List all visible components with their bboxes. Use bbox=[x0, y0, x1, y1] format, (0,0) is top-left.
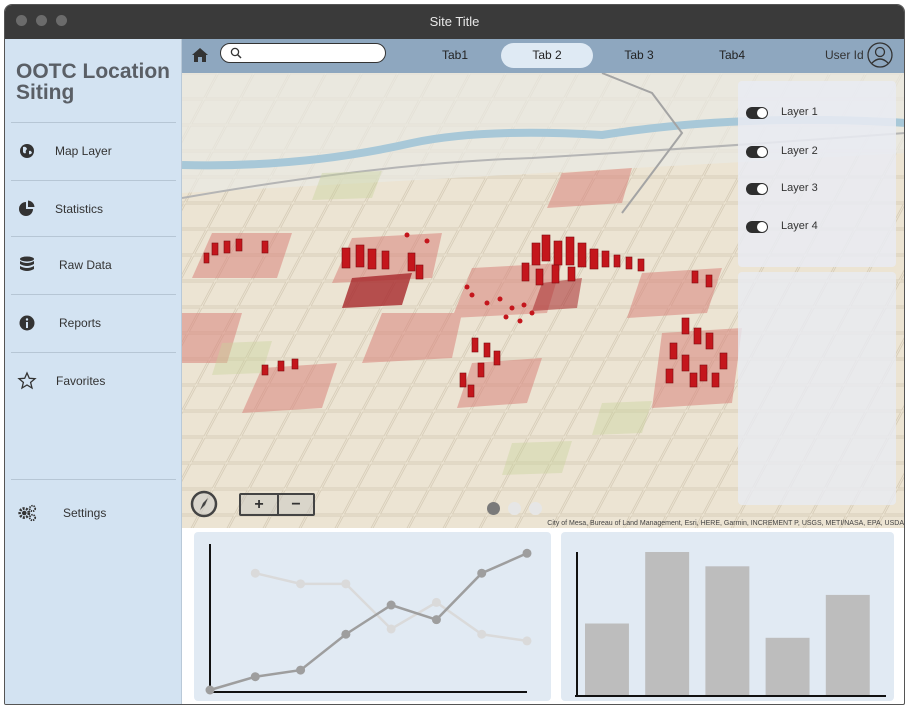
carousel-dot-3[interactable] bbox=[529, 502, 542, 515]
bar bbox=[585, 623, 629, 695]
sidebar-item-map-layer[interactable]: Map Layer bbox=[11, 122, 176, 178]
globe-icon bbox=[20, 143, 34, 158]
series-2-point bbox=[477, 629, 487, 639]
sidebar-item-label: Reports bbox=[59, 315, 102, 330]
map-info-panel bbox=[738, 272, 896, 505]
window-title: Site Title bbox=[429, 14, 480, 29]
app-name: OOTC Location Siting bbox=[16, 61, 176, 103]
layer-1-toggle[interactable]: Layer 1 bbox=[746, 104, 886, 124]
compass-icon[interactable] bbox=[190, 490, 218, 518]
tab-4[interactable]: Tab4 bbox=[718, 48, 746, 62]
series-1-point bbox=[386, 600, 396, 610]
sidebar-item-raw-data[interactable]: Raw Data bbox=[11, 236, 176, 292]
series-2-point bbox=[296, 579, 306, 589]
layers-panel: Layer 1 Layer 2 Layer 3 Layer 4 bbox=[738, 81, 896, 267]
zoom-in-button[interactable]: + bbox=[241, 495, 279, 514]
toggle-switch[interactable] bbox=[746, 146, 768, 158]
user-avatar-icon[interactable] bbox=[867, 42, 893, 68]
sidebar-item-statistics[interactable]: Statistics bbox=[11, 180, 176, 236]
layer-label: Layer 1 bbox=[781, 106, 818, 118]
series-2-point bbox=[522, 636, 532, 646]
app-window: Site Title OOTC Location Siting Map Laye… bbox=[4, 4, 905, 705]
sidebar-item-label: Raw Data bbox=[59, 257, 112, 272]
map-view[interactable]: Layer 1 Layer 2 Layer 3 Layer 4 + − bbox=[182, 73, 904, 528]
minimize-window-button[interactable] bbox=[36, 15, 47, 26]
toggle-switch[interactable] bbox=[746, 221, 768, 233]
carousel-dot-2[interactable] bbox=[508, 502, 521, 515]
tab-2[interactable]: Tab 2 bbox=[501, 43, 593, 68]
maximize-window-button[interactable] bbox=[56, 15, 67, 26]
close-window-button[interactable] bbox=[16, 15, 27, 26]
series-2-point bbox=[250, 568, 260, 578]
series-1-point bbox=[477, 568, 487, 578]
search-input[interactable] bbox=[245, 46, 381, 62]
line-chart-card bbox=[194, 532, 551, 701]
database-icon bbox=[20, 256, 34, 271]
series-1-point bbox=[522, 548, 532, 558]
title-bar: Site Title bbox=[5, 5, 904, 39]
sidebar-item-label: Statistics bbox=[55, 201, 104, 216]
series-1-point bbox=[431, 615, 441, 625]
bar bbox=[765, 637, 810, 695]
toggle-switch[interactable] bbox=[746, 183, 768, 195]
layer-2-toggle[interactable]: Layer 2 bbox=[746, 143, 886, 163]
bar-chart-card bbox=[561, 532, 894, 701]
series-1-point bbox=[205, 685, 215, 695]
info-icon bbox=[19, 315, 35, 330]
zoom-control: + − bbox=[239, 493, 315, 516]
tab-3[interactable]: Tab 3 bbox=[624, 48, 654, 62]
tab-1[interactable]: Tab1 bbox=[441, 48, 469, 62]
home-icon[interactable] bbox=[191, 47, 209, 63]
series-2-point bbox=[341, 579, 351, 589]
sidebar-item-reports[interactable]: Reports bbox=[11, 294, 176, 350]
search-box bbox=[220, 43, 386, 63]
bar bbox=[705, 566, 750, 695]
carousel-dot-1[interactable] bbox=[487, 502, 500, 515]
app-name-line1: OOTC Location bbox=[16, 60, 170, 83]
bar bbox=[825, 594, 870, 695]
app-name-line2: Siting bbox=[16, 81, 75, 104]
bar-chart bbox=[575, 552, 886, 697]
gears-icon bbox=[18, 504, 37, 521]
layer-3-toggle[interactable]: Layer 3 bbox=[746, 180, 886, 200]
series-2-point bbox=[386, 624, 396, 634]
layer-label: Layer 3 bbox=[781, 182, 818, 194]
series-2-point bbox=[431, 597, 441, 607]
toggle-switch[interactable] bbox=[746, 107, 768, 119]
sidebar-item-label: Settings bbox=[63, 505, 107, 520]
series-1-point bbox=[296, 665, 306, 675]
layer-label: Layer 4 bbox=[781, 220, 818, 232]
layer-label: Layer 2 bbox=[781, 145, 818, 157]
sidebar-item-label: Favorites bbox=[56, 373, 106, 388]
sidebar-item-favorites[interactable]: Favorites bbox=[11, 352, 176, 408]
layer-4-toggle[interactable]: Layer 4 bbox=[746, 218, 886, 238]
series-1-point bbox=[341, 629, 351, 639]
bar bbox=[645, 552, 690, 695]
user-id: User Id bbox=[825, 48, 864, 62]
sidebar: OOTC Location Siting Map Layer Statistic… bbox=[5, 39, 182, 704]
map-attribution: City of Mesa, Bureau of Land Management,… bbox=[547, 520, 904, 527]
search-icon bbox=[230, 47, 242, 59]
line-chart bbox=[205, 544, 532, 695]
pie-chart-icon bbox=[19, 200, 35, 216]
series-1-point bbox=[250, 672, 260, 682]
top-bar: Tab1 Tab 2 Tab 3 Tab4 User Id bbox=[182, 39, 904, 73]
sidebar-item-settings[interactable]: Settings bbox=[11, 479, 176, 545]
zoom-out-button[interactable]: − bbox=[291, 496, 301, 513]
series-1-line bbox=[209, 552, 528, 692]
sidebar-item-label: Map Layer bbox=[55, 143, 112, 158]
star-icon bbox=[17, 370, 37, 389]
